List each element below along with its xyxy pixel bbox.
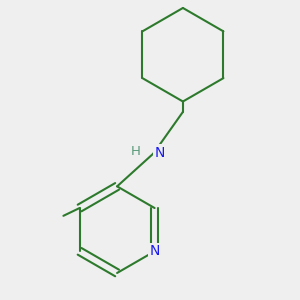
Text: H: H	[130, 145, 140, 158]
Text: N: N	[149, 244, 160, 258]
Text: N: N	[154, 146, 165, 160]
